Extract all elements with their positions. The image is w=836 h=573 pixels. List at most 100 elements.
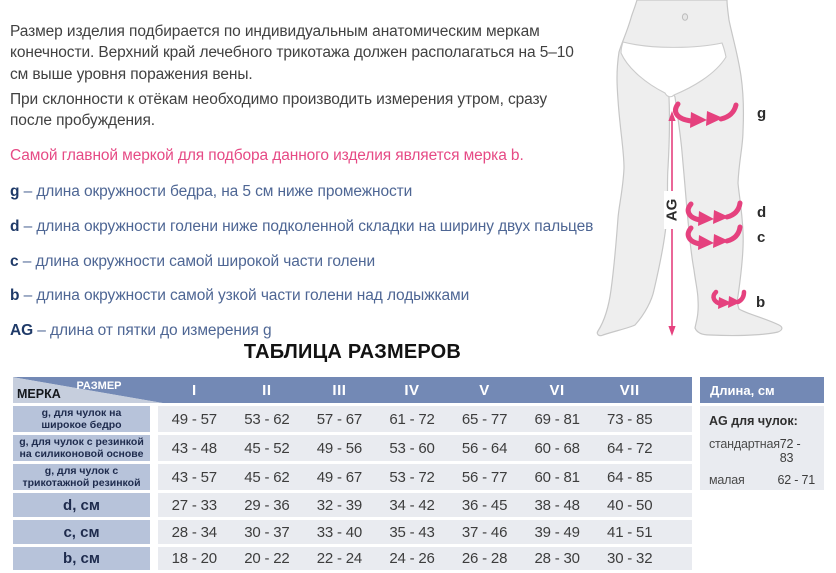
- length-row-label: малая: [709, 473, 745, 487]
- size-range-cell: 49 - 56: [316, 439, 363, 457]
- length-row-short: малая 62 - 71: [709, 473, 815, 487]
- row-label: g, для чулок с трикотажной резинкой: [13, 464, 150, 490]
- ag-axis-label: AG: [664, 199, 681, 222]
- size-range-cell: 57 - 67: [316, 410, 363, 428]
- size-column-III: III: [332, 381, 347, 399]
- navel-icon: [681, 13, 689, 21]
- size-range-cell: 20 - 22: [244, 550, 290, 567]
- measure-def-d: d – длина окружности голени ниже подколе…: [10, 217, 594, 235]
- length-table: Длина, см AG для чулок: стандартная 72 -…: [700, 377, 824, 490]
- size-table-title: ТАБЛИЦА РАЗМЕРОВ: [243, 341, 462, 363]
- intro-paragraph-1: Размер изделия подбирается по индивидуал…: [10, 22, 574, 83]
- table-row: g, для чулок с трикотажной резинкой 43 - …: [13, 464, 692, 490]
- diagram-label-c: c: [757, 229, 765, 246]
- size-range-cell: 36 - 45: [461, 496, 508, 514]
- size-table-body: g, для чулок на широкое бедро 49 - 57 53 -…: [13, 406, 692, 570]
- girth-arrow-d: [685, 200, 743, 223]
- table-row: d, см 27 - 33 29 - 36 32 - 39 34 - 42 36 - 45…: [13, 493, 692, 517]
- size-range-cell: 40 - 50: [607, 496, 653, 514]
- length-table-header: Длина, см: [700, 377, 824, 403]
- diagram-label-b: b: [756, 294, 765, 311]
- measure-letter-ag: AG: [10, 321, 34, 339]
- size-column-VII: VII: [619, 381, 640, 399]
- legs-measurement-diagram: AG g d c b: [596, 0, 783, 337]
- size-range-cell: 28 - 34: [171, 523, 218, 541]
- measure-def-c: c – длина окружности самой широкой части…: [10, 252, 376, 270]
- row-values: 49 - 57 53 - 62 57 - 67 61 - 72 65 - 77 69 - …: [158, 406, 692, 432]
- girth-arrow-g-heads: [690, 111, 723, 128]
- size-range-cell: 18 - 20: [171, 550, 218, 567]
- size-range-cell: 27 - 33: [171, 496, 218, 514]
- size-range-cell: 33 - 40: [316, 523, 363, 541]
- measure-def-b: b – длина окружности самой узкой части г…: [10, 286, 470, 304]
- measure-text-c: длина окружности самой широкой части гол…: [35, 252, 376, 270]
- size-column-II: II: [262, 381, 272, 399]
- size-range-cell: 37 - 46: [461, 523, 508, 541]
- size-range-cell: 39 - 49: [534, 523, 580, 541]
- length-row-label: стандартная: [709, 437, 780, 451]
- row-values: 43 - 48 45 - 52 49 - 56 53 - 60 56 - 64 60 - …: [158, 435, 692, 461]
- diagram-label-g: g: [757, 105, 766, 122]
- size-table-corner-cell: РАЗМЕР МЕРКА: [13, 377, 163, 403]
- size-column-V: V: [479, 381, 490, 399]
- size-range-cell: 56 - 77: [461, 468, 508, 486]
- row-label: g, для чулок на широкое бедро: [13, 406, 150, 432]
- size-range-cell: 43 - 48: [171, 439, 218, 457]
- size-range-cell: 45 - 62: [244, 468, 290, 486]
- length-table-subheader: AG для чулок:: [709, 414, 798, 428]
- size-range-cell: 29 - 36: [244, 496, 290, 514]
- girth-arrow-d-heads: [698, 210, 729, 226]
- size-range-cell: 41 - 51: [607, 523, 653, 541]
- size-range-cell: 22 - 24: [316, 550, 363, 567]
- size-range-cell: 30 - 37: [244, 523, 290, 541]
- size-range-cell: 65 - 77: [461, 410, 508, 428]
- girth-arrow-c: [685, 224, 743, 247]
- size-range-cell: 38 - 48: [534, 496, 580, 514]
- size-table-header-row: I II III IV V VI VII РАЗМЕР МЕРКА: [13, 377, 692, 403]
- panties-outline: [620, 41, 727, 98]
- size-table: I II III IV V VI VII РАЗМЕР МЕРКА g, для чулок…: [13, 377, 692, 573]
- measure-letter-c: c: [10, 252, 19, 270]
- table-row: g, для чулок с резинкой на силиконовой о…: [13, 435, 692, 461]
- corner-label-measure: МЕРКА: [17, 387, 61, 401]
- main-measure-note: Самой главной меркой для подбора данного…: [10, 146, 524, 164]
- diagram-label-d: d: [757, 204, 766, 221]
- measure-text-d: длина окружности голени ниже подколенной…: [36, 217, 594, 235]
- size-range-cell: 30 - 32: [607, 550, 653, 567]
- size-range-cell: 53 - 60: [389, 439, 435, 457]
- size-range-cell: 61 - 72: [389, 410, 435, 428]
- measure-def-ag: AG – длина от пятки до измерения g: [10, 321, 272, 339]
- girth-arrow-b-heads: [718, 296, 741, 309]
- size-range-cell: 49 - 67: [316, 468, 363, 486]
- row-label: g, для чулок с резинкой на силиконовой о…: [13, 435, 150, 461]
- size-range-cell: 60 - 81: [534, 468, 580, 486]
- size-range-cell: 45 - 52: [244, 439, 290, 457]
- size-range-cell: 24 - 26: [389, 550, 435, 567]
- size-range-cell: 53 - 72: [389, 468, 435, 486]
- row-label: b, см: [13, 547, 150, 570]
- size-range-cell: 56 - 64: [461, 439, 508, 457]
- row-values: 27 - 33 29 - 36 32 - 39 34 - 42 36 - 45 38 - …: [158, 493, 692, 517]
- girth-arrow-g: [673, 101, 739, 124]
- length-row-value: 72 - 83: [779, 437, 801, 465]
- row-values: 18 - 20 20 - 22 22 - 24 24 - 26 26 - 28 28 - …: [158, 547, 692, 570]
- table-row: c, см 28 - 34 30 - 37 33 - 40 35 - 43 37 - 46…: [13, 520, 692, 544]
- length-row-standard: стандартная 72 - 83: [709, 437, 815, 465]
- size-range-cell: 35 - 43: [389, 523, 435, 541]
- size-range-cell: 28 - 30: [534, 550, 580, 567]
- size-column-I: I: [191, 381, 197, 399]
- size-range-cell: 49 - 57: [171, 410, 218, 428]
- measure-letter-g: g: [10, 182, 20, 200]
- size-range-cell: 64 - 72: [607, 439, 653, 457]
- size-range-cell: 43 - 57: [171, 468, 218, 486]
- size-range-cell: 64 - 85: [607, 468, 653, 486]
- row-label: c, см: [13, 520, 150, 544]
- intro-paragraph-2: При склонности к отёкам необходимо произ…: [10, 90, 548, 130]
- size-column-IV: IV: [404, 381, 420, 399]
- girth-arrow-c-heads: [698, 234, 729, 250]
- size-range-cell: 69 - 81: [534, 410, 580, 428]
- row-values: 28 - 34 30 - 37 33 - 40 35 - 43 37 - 46 39 - …: [158, 520, 692, 544]
- size-range-cell: 26 - 28: [461, 550, 508, 567]
- measure-letter-d: d: [10, 217, 20, 235]
